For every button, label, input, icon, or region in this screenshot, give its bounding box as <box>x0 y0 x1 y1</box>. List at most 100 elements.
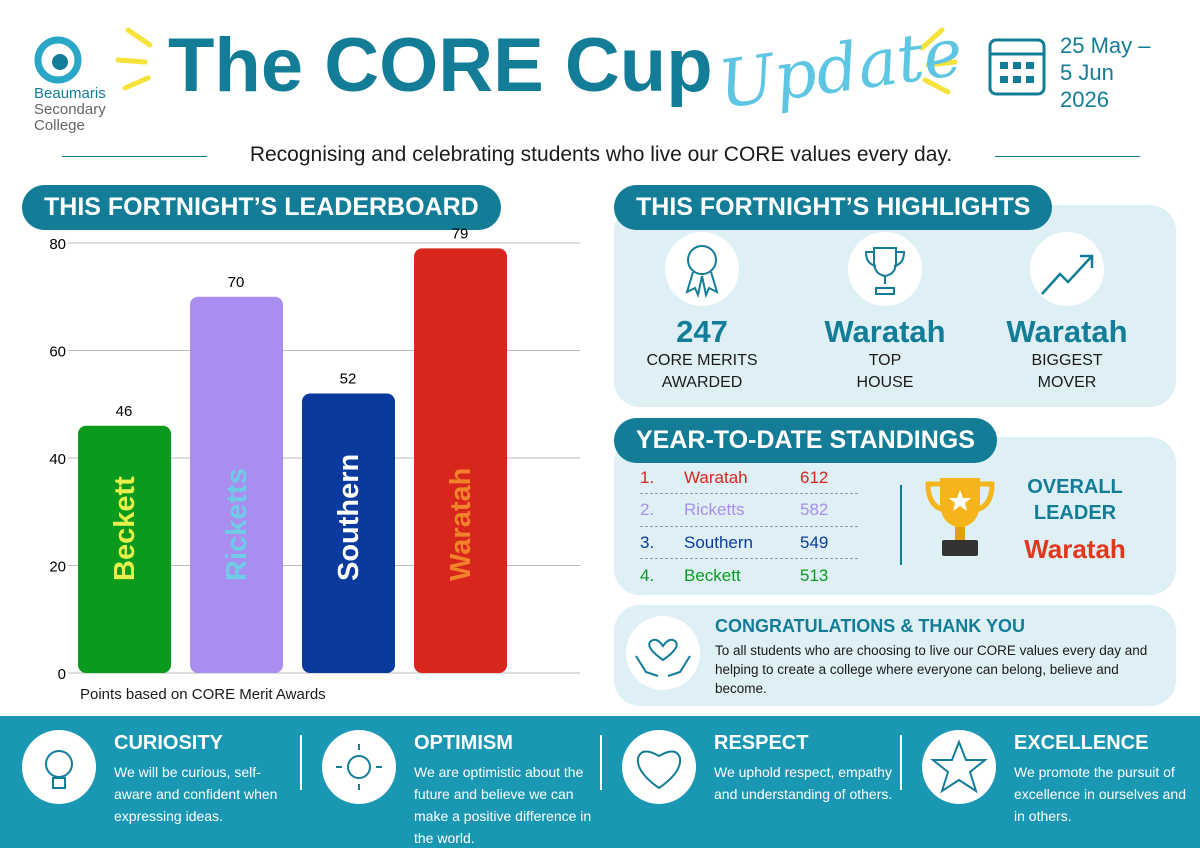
value: OPTIMISM We are optimistic about the futu… <box>414 732 594 849</box>
highlight-label-line: MOVER <box>1037 374 1097 391</box>
highlight-value: Waratah <box>824 314 946 349</box>
standing-row: 1. Waratah 612 <box>640 462 858 494</box>
category-label: Ricketts <box>221 468 253 581</box>
standing-row: 2. Ricketts 582 <box>640 495 858 527</box>
category-label: Southern <box>333 454 365 581</box>
logo-line: Secondary <box>34 101 106 118</box>
value-label: 70 <box>228 274 245 291</box>
chart: 0 20 40 60 80 46 Beckett 70 Ricketts 52 Southern 79… <box>49 225 580 683</box>
icon <box>1030 232 1104 306</box>
logo-line: College <box>34 117 85 134</box>
date: 25 May – 5 Jun 2026 <box>1060 32 1151 113</box>
title: The CORE Cup <box>168 23 713 108</box>
date-line: 5 Jun <box>1060 60 1114 85</box>
value: EXCELLENCE We promote the pursuit of exce… <box>1014 732 1194 827</box>
highlight-label-line: TOP <box>868 352 902 369</box>
bar <box>302 393 395 673</box>
category-label: Waratah <box>445 468 477 581</box>
standing-row: 3. Southern 549 <box>640 527 858 559</box>
sparkles <box>115 27 958 95</box>
congrats-text: To all students who are choosing to live… <box>715 643 1148 696</box>
highlights-title: THIS FORTNIGHT’S HIGHLIGHTS <box>614 185 1053 230</box>
value: RESPECT We uphold respect, empathy and un… <box>714 732 894 805</box>
divider <box>300 735 302 790</box>
rule <box>995 156 1140 157</box>
category-label: Beckett <box>109 476 141 581</box>
y-tick-label: 80 <box>49 236 66 253</box>
value-icon <box>22 730 96 804</box>
value-label: 79 <box>452 225 469 242</box>
value-icon <box>622 730 696 804</box>
standings-title: YEAR-TO-DATE STANDINGS <box>614 418 997 463</box>
highlight-value: 247 <box>676 314 728 349</box>
tagline: Recognising and celebrating students who… <box>249 143 953 166</box>
leader: Waratah <box>1024 534 1126 564</box>
date-line: 2026 <box>1060 87 1109 112</box>
rank: 1. <box>640 467 655 487</box>
leader-label: OVERALL LEADER <box>1000 474 1150 526</box>
chart-note: Points based on CORE Merit Awards <box>80 686 326 703</box>
icon <box>665 232 739 306</box>
rank: 3. <box>640 532 655 552</box>
highlight: Waratah BIGGEST MOVER <box>977 314 1157 394</box>
divider <box>600 735 602 790</box>
highlight-label: TOP HOUSE <box>795 350 975 394</box>
chart-title: THIS FORTNIGHT’S LEADERBOARD <box>22 185 501 230</box>
logo-text: Beaumaris Secondary College <box>34 86 106 134</box>
highlight-label-line: CORE MERITS <box>646 352 758 369</box>
bar <box>190 296 283 673</box>
value-text: We will be curious, self-aware and confi… <box>114 764 278 824</box>
y-tick-label: 0 <box>58 666 66 683</box>
highlight-value: Waratah <box>1006 314 1128 349</box>
value-text: We promote the pursuit of excellence in … <box>1014 764 1186 824</box>
value-text: We uphold respect, empathy and understan… <box>714 764 893 802</box>
value-name: OPTIMISM <box>414 732 513 754</box>
leader-label-line: OVERALL <box>1027 476 1123 498</box>
rank: 2. <box>640 500 655 519</box>
trophy-icon <box>925 478 995 556</box>
highlight-label-line: HOUSE <box>856 374 914 391</box>
y-tick-label: 20 <box>49 559 66 576</box>
value-label: 52 <box>340 371 357 388</box>
points: 582 <box>800 500 829 519</box>
calendar-icon <box>988 38 1046 96</box>
date-line: 25 May – <box>1060 33 1151 58</box>
highlight: 247 CORE MERITS AWARDED <box>612 314 792 394</box>
highlight-label-line: BIGGEST <box>1031 352 1103 369</box>
highlight: Waratah TOP HOUSE <box>795 314 975 394</box>
congrats-panel <box>614 605 1176 706</box>
value-name: EXCELLENCE <box>1014 732 1149 754</box>
standings-panel <box>614 437 1176 595</box>
standing-row: 4. Beckett 513 <box>640 560 858 592</box>
house: Waratah <box>684 467 748 487</box>
points: 612 <box>800 467 829 487</box>
house: Beckett <box>684 565 741 585</box>
leader-label-line: LEADER <box>1033 502 1117 524</box>
value: CURIOSITY We will be curious, self-aware … <box>114 732 294 827</box>
y-tick-label: 40 <box>49 451 66 468</box>
icon <box>848 232 922 306</box>
divider <box>900 485 902 565</box>
value-icon <box>922 730 996 804</box>
highlight-label-line: AWARDED <box>661 374 743 391</box>
points: 513 <box>800 565 829 585</box>
highlight-label: BIGGEST MOVER <box>977 350 1157 394</box>
bar <box>78 425 171 673</box>
congrats-title: CONGRATULATIONS & THANK YOU <box>715 616 1025 636</box>
logo-line: Beaumaris <box>34 85 106 102</box>
y-tick-label: 60 <box>49 344 66 361</box>
house: Southern <box>684 532 753 552</box>
value-text: We are optimistic about the future and b… <box>414 764 592 846</box>
value-name: RESPECT <box>714 732 809 754</box>
points: 549 <box>800 532 829 552</box>
rule <box>62 156 207 157</box>
divider <box>900 735 902 790</box>
value-name: CURIOSITY <box>114 732 223 754</box>
value-label: 46 <box>116 403 133 420</box>
icon <box>626 616 700 690</box>
bar <box>414 248 507 673</box>
house: Ricketts <box>684 500 745 519</box>
highlight-label: CORE MERITS AWARDED <box>612 350 792 394</box>
value-icon <box>322 730 396 804</box>
